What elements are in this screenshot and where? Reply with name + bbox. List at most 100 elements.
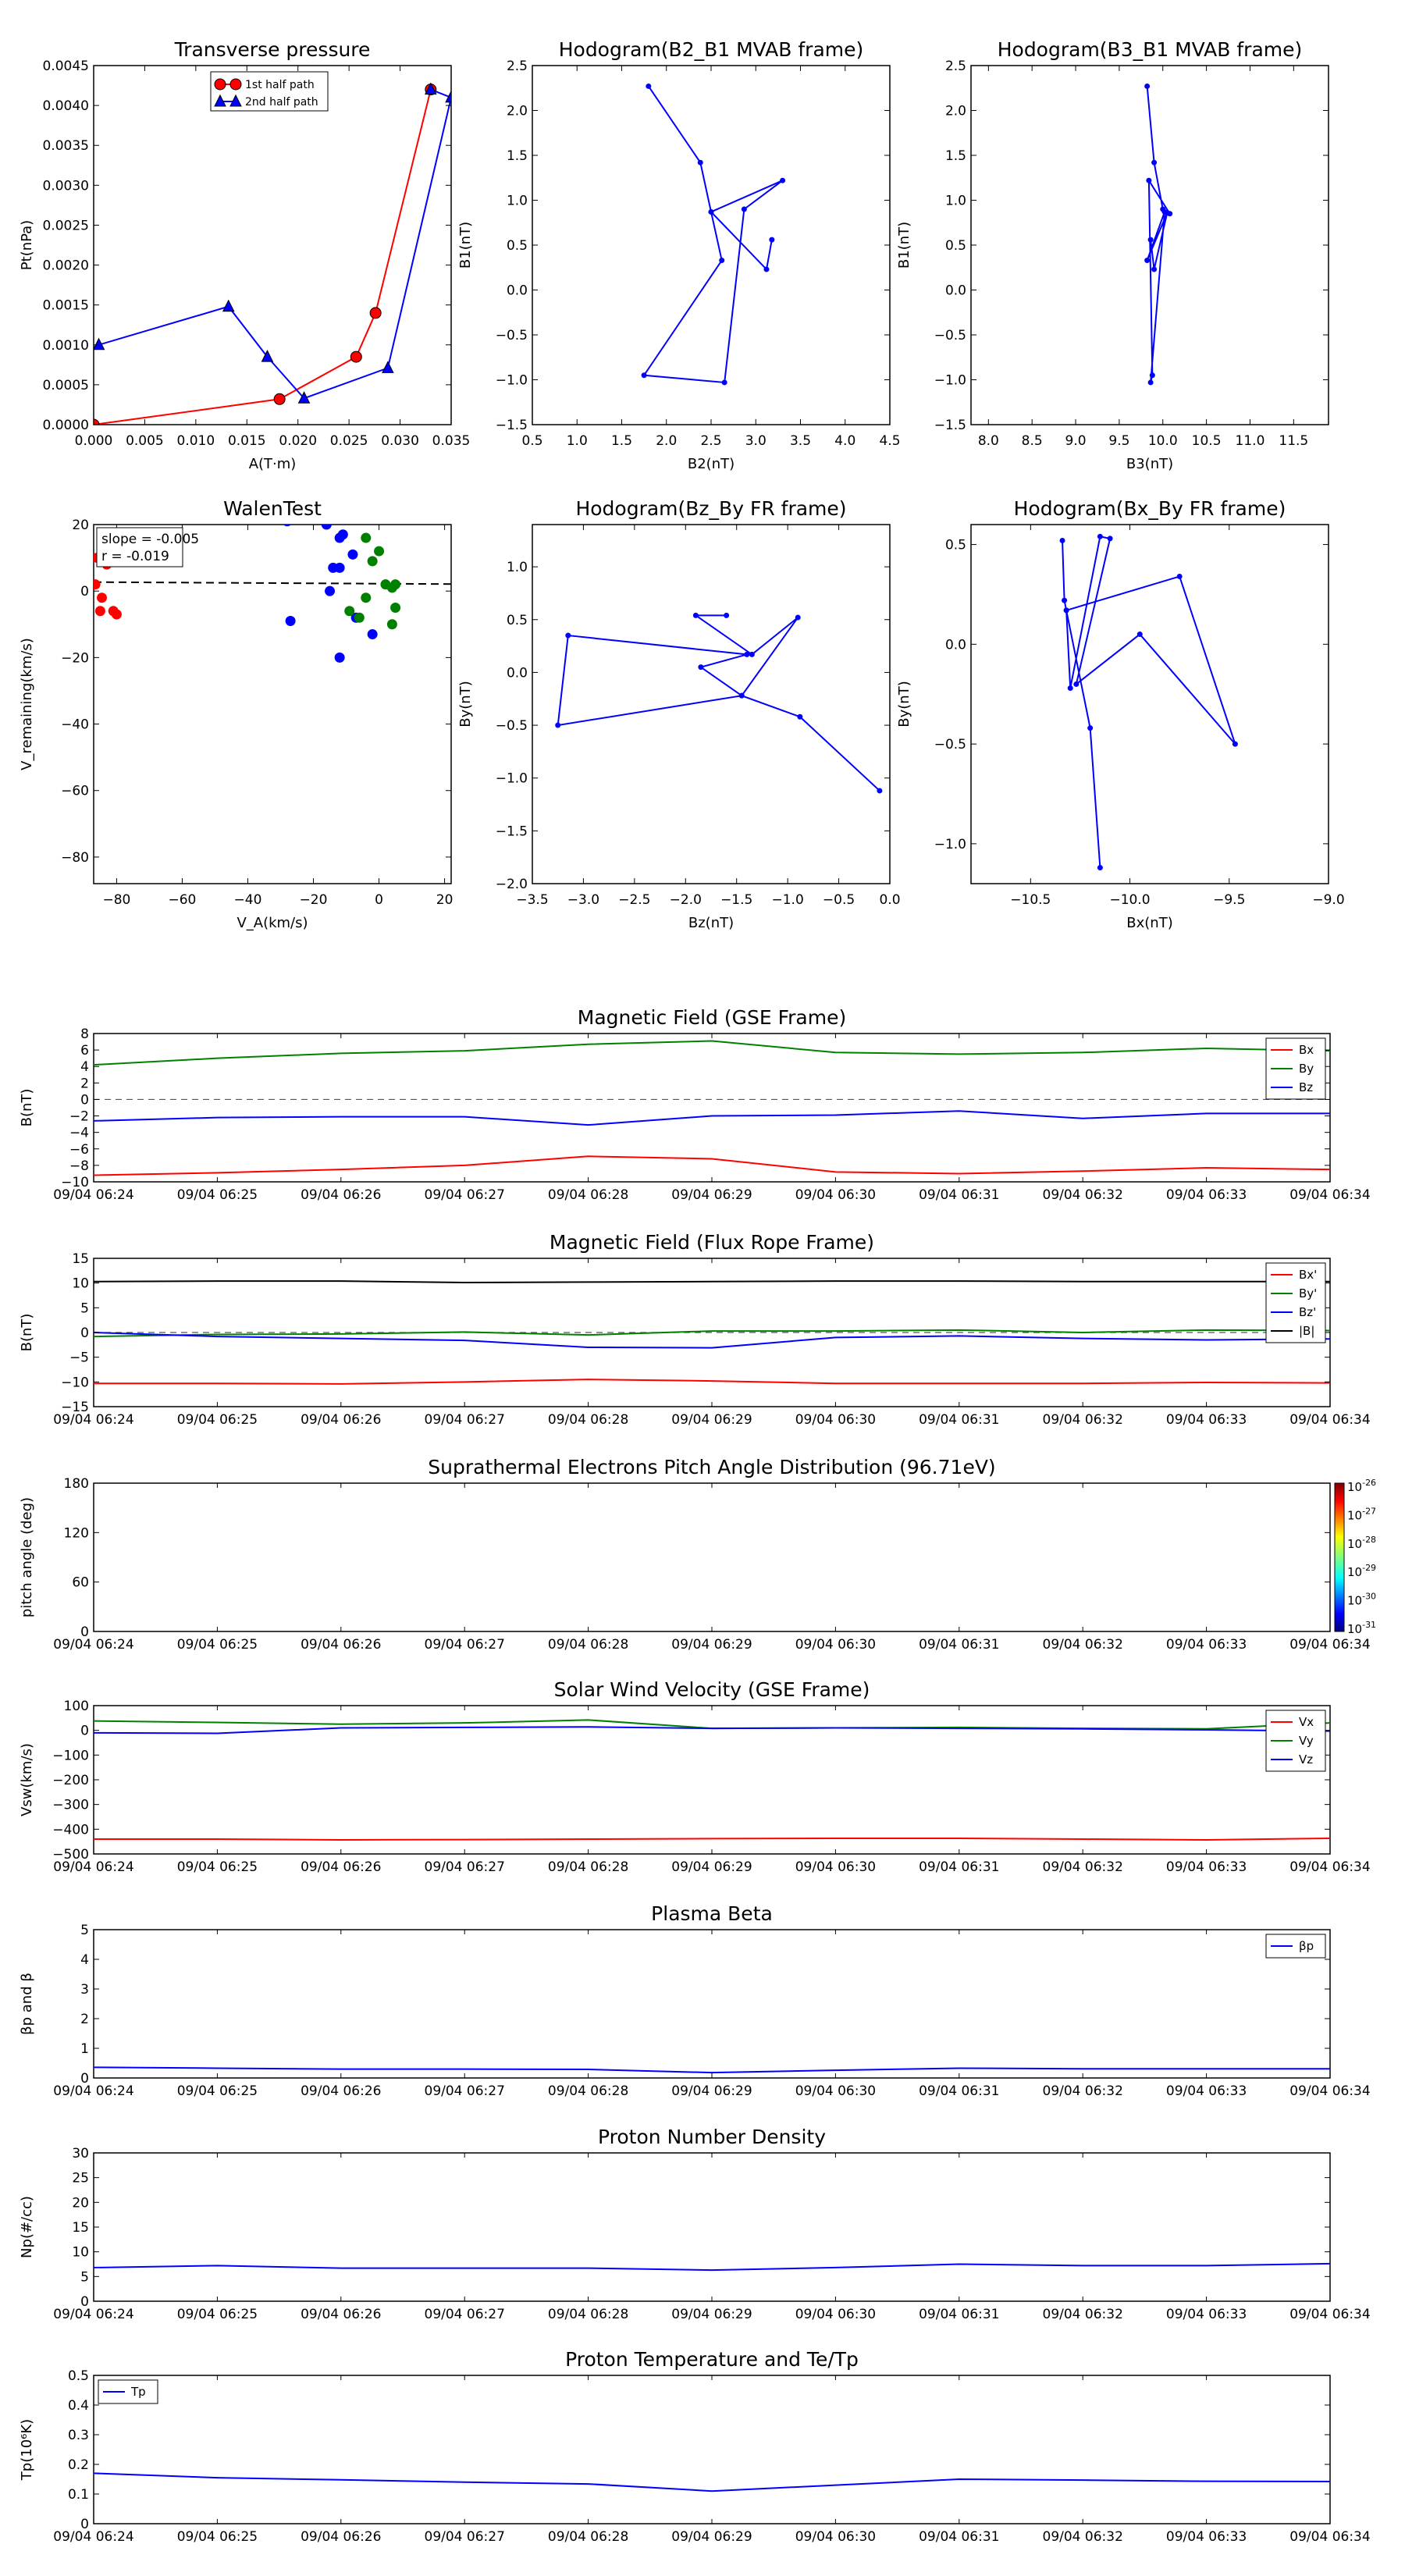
- colorbar-label: 10-30: [1347, 1592, 1376, 1608]
- x-tick-label: 0.015: [228, 433, 266, 449]
- time-tick-label: 09/04 06:30: [795, 1637, 876, 1653]
- y-tick-label: 0.0015: [43, 298, 89, 314]
- plot-frame: [532, 65, 891, 425]
- data-point: [719, 258, 725, 264]
- y-tick-label: 20: [72, 518, 89, 533]
- data-point: [94, 579, 101, 590]
- time-tick-label: 09/04 06:24: [53, 2307, 133, 2322]
- colorbar-base: 10: [1347, 1480, 1362, 1494]
- time-tick-label: 09/04 06:33: [1166, 2307, 1247, 2322]
- x-tick-label: 0.5: [521, 433, 542, 449]
- time-tick-label: 09/04 06:25: [177, 1412, 258, 1428]
- y-tick-label: 0.0: [507, 283, 528, 299]
- y-axis-label: Vsw(km/s): [19, 1743, 35, 1816]
- y-tick-label: −20: [61, 650, 89, 666]
- plot-frame: [93, 2375, 1331, 2524]
- legend-label: 2nd half path: [245, 96, 318, 109]
- chart-title: Magnetic Field (GSE Frame): [578, 1006, 846, 1029]
- y-tick-label: −2.0: [496, 877, 528, 892]
- series-line-By: [93, 1040, 1331, 1066]
- legend-label: Bx: [1299, 1043, 1314, 1057]
- colorbar-label: 10-29: [1347, 1563, 1376, 1579]
- data-point: [769, 237, 775, 243]
- data-point: [1097, 533, 1103, 539]
- time-tick-label: 09/04 06:29: [671, 2307, 752, 2322]
- chart-title: Plasma Beta: [651, 1902, 773, 1925]
- x-axis-label: B2(nT): [688, 456, 735, 472]
- x-tick-label: 0.030: [381, 433, 419, 449]
- x-tick-label: −80: [102, 892, 130, 908]
- time-tick-label: 09/04 06:29: [671, 1187, 752, 1203]
- time-tick-label: 09/04 06:30: [795, 2307, 876, 2322]
- y-tick-label: 8: [80, 1026, 89, 1042]
- y-tick-label: 15: [72, 2220, 89, 2236]
- data-point: [1144, 258, 1151, 264]
- y-axis-label: B1(nT): [896, 222, 912, 269]
- colorbar-exponent: -27: [1362, 1506, 1376, 1516]
- y-tick-label: 2: [80, 1076, 89, 1091]
- time-tick-label: 09/04 06:25: [177, 2083, 258, 2099]
- y-tick-label: −80: [61, 850, 89, 866]
- x-tick-label: −2.0: [670, 892, 702, 908]
- legend-label: Bz: [1299, 1080, 1313, 1094]
- y-tick-label: 15: [72, 1251, 89, 1267]
- chart-title: Magnetic Field (Flux Rope Frame): [550, 1231, 874, 1254]
- y-axis-label: By(nT): [896, 681, 912, 727]
- series-line-B: [93, 1280, 1330, 1284]
- y-tick-label: −0.5: [934, 737, 966, 753]
- data-point: [697, 159, 703, 165]
- time-tick-label: 09/04 06:26: [301, 1412, 381, 1428]
- y-tick-label: 5: [80, 1923, 89, 1938]
- data-point: [445, 90, 451, 103]
- y-tick-label: −1.5: [496, 418, 528, 433]
- data-point: [374, 546, 385, 557]
- data-point: [738, 692, 745, 699]
- data-point: [641, 372, 647, 379]
- x-tick-label: −10.5: [1010, 892, 1051, 908]
- colorbar-exponent: -26: [1362, 1478, 1376, 1488]
- time-tick-label: 09/04 06:24: [53, 2083, 133, 2099]
- time-tick-label: 09/04 06:31: [919, 2529, 999, 2545]
- x-tick-label: −2.5: [618, 892, 650, 908]
- plot-area: [1059, 533, 1238, 871]
- data-point: [94, 606, 105, 617]
- y-axis-label: By(nT): [457, 681, 474, 727]
- data-point: [390, 579, 401, 590]
- series-line-Vz: [93, 1726, 1331, 1735]
- x-tick-label: 9.0: [1065, 433, 1087, 449]
- time-tick-label: 09/04 06:24: [53, 1187, 133, 1203]
- data-point: [1062, 597, 1068, 603]
- y-tick-label: 0: [80, 1724, 89, 1739]
- data-point: [1151, 266, 1158, 272]
- chart-title: Hodogram(B3_B1 MVAB frame): [998, 38, 1303, 61]
- x-tick-label: 1.0: [567, 433, 588, 449]
- legend-label: 1st half path: [245, 79, 315, 91]
- y-tick-label: 1.5: [945, 148, 966, 164]
- y-tick-label: 0: [80, 1624, 89, 1640]
- y-tick-label: −10: [61, 1375, 89, 1390]
- y-axis-label: Np(#/cc): [19, 2196, 35, 2258]
- colorbar-base: 10: [1347, 1537, 1362, 1551]
- colorbar: [1334, 1482, 1345, 1632]
- x-tick-label: 4.0: [834, 433, 855, 449]
- y-tick-label: 2.0: [945, 104, 966, 119]
- colorbar-exponent: -29: [1362, 1563, 1376, 1573]
- chart-beta: Plasma Beta 0 1 2 3 4 5 βp and β 09/04 06:24 09/0…: [19, 1902, 1371, 2099]
- y-tick-label: 4: [80, 1059, 89, 1075]
- y-tick-label: 2: [80, 2012, 89, 2027]
- x-axis-label: Bz(nT): [688, 915, 734, 931]
- data-point: [1147, 379, 1154, 386]
- y-tick-label: 0.0010: [43, 338, 89, 354]
- data-point: [354, 612, 365, 623]
- data-point: [1059, 537, 1065, 543]
- time-tick-label: 09/04 06:34: [1289, 1412, 1370, 1428]
- y-tick-label: 5: [80, 1300, 89, 1316]
- y-tick-label: 0.5: [507, 238, 528, 254]
- chart-vsw: Solar Wind Velocity (GSE Frame) −500 −400 −…: [19, 1678, 1371, 1875]
- annotation-box: [96, 527, 183, 568]
- y-tick-label: −6: [69, 1142, 89, 1158]
- y-tick-label: 0.3: [68, 2428, 89, 2443]
- x-tick-label: 0.035: [432, 433, 471, 449]
- data-point: [111, 609, 122, 620]
- time-tick-label: 09/04 06:31: [919, 2307, 999, 2322]
